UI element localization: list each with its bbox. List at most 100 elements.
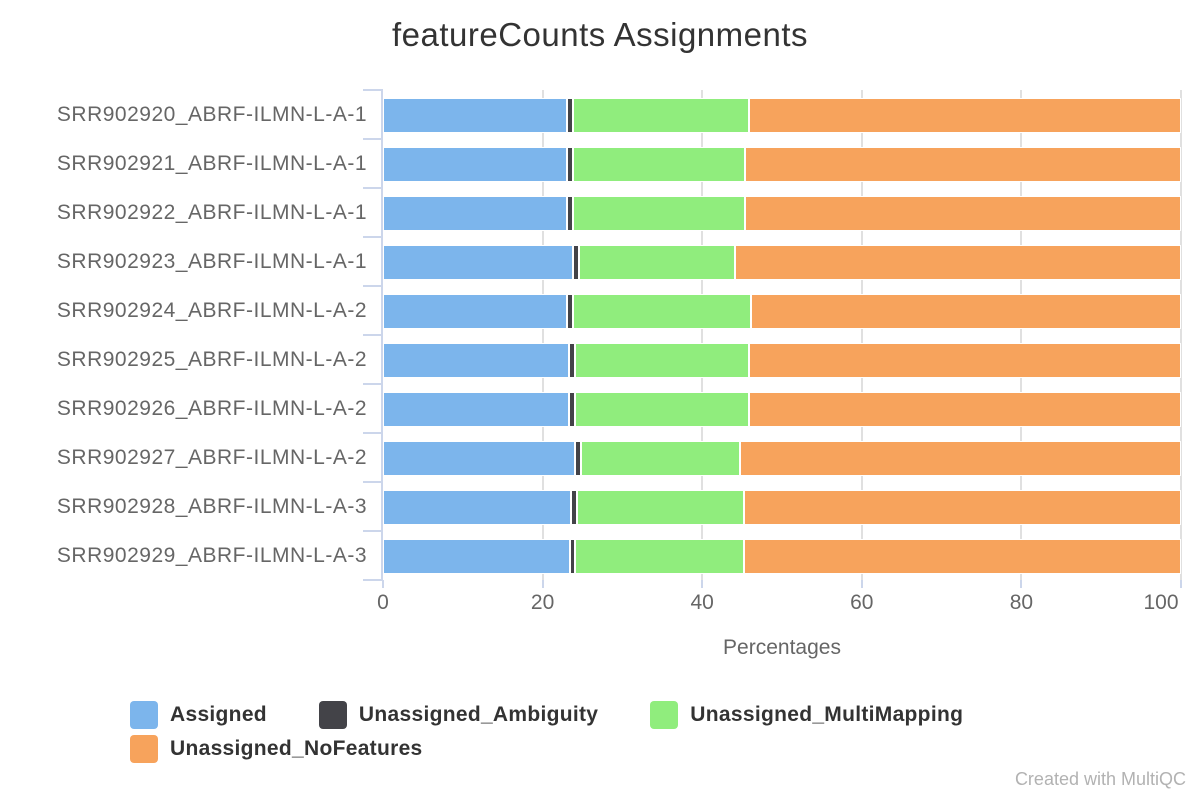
bar-segment-assigned[interactable] xyxy=(383,147,568,182)
category-label: SRR902928_ABRF-ILMN-L-A-3 xyxy=(56,494,367,518)
bar-segment-unassigned_multimapping[interactable] xyxy=(576,490,745,525)
bar-segment-unassigned_multimapping[interactable] xyxy=(572,196,746,231)
bar-row xyxy=(383,196,1181,231)
x-tick-label: 80 xyxy=(1009,591,1034,614)
gridline xyxy=(1180,90,1182,580)
bar-row xyxy=(383,294,1181,329)
legend-label: Assigned xyxy=(170,703,267,726)
bar-segment-unassigned_ambiguity[interactable] xyxy=(567,294,573,329)
legend-label: Unassigned_NoFeatures xyxy=(170,737,423,760)
bar-segment-assigned[interactable] xyxy=(383,392,569,427)
legend-item-assigned[interactable]: Assigned xyxy=(130,701,267,729)
bar-segment-assigned[interactable] xyxy=(383,196,568,231)
y-tick xyxy=(363,432,383,434)
category-label: SRR902921_ABRF-ILMN-L-A-1 xyxy=(56,151,367,175)
bar-segment-unassigned_ambiguity[interactable] xyxy=(569,539,575,574)
bar-row xyxy=(383,441,1181,476)
bar-row xyxy=(383,147,1181,182)
x-tick-label: 40 xyxy=(690,591,714,614)
category-label: SRR902929_ABRF-ILMN-L-A-3 xyxy=(56,543,367,567)
bar-segment-assigned[interactable] xyxy=(383,343,569,378)
bar-segment-unassigned_nofeatures[interactable] xyxy=(745,147,1181,182)
legend-item-unassigned_nofeatures[interactable]: Unassigned_NoFeatures xyxy=(130,735,423,763)
y-tick xyxy=(363,89,383,91)
legend-label: Unassigned_MultiMapping xyxy=(690,703,964,726)
bar-segment-assigned[interactable] xyxy=(383,539,570,574)
plot-area xyxy=(363,89,1182,581)
y-tick xyxy=(363,236,383,238)
bar-segment-unassigned_ambiguity[interactable] xyxy=(568,343,575,378)
category-label: SRR902920_ABRF-ILMN-L-A-1 xyxy=(56,102,367,126)
bar-segment-unassigned_multimapping[interactable] xyxy=(572,147,746,182)
bar-segment-unassigned_nofeatures[interactable] xyxy=(750,294,1181,329)
legend-swatch-icon xyxy=(318,701,347,729)
legend-item-unassigned_multimapping[interactable]: Unassigned_MultiMapping xyxy=(650,701,963,729)
bar-segment-unassigned_multimapping[interactable] xyxy=(572,294,751,329)
x-tick-label: 20 xyxy=(530,591,555,614)
bar-segment-unassigned_nofeatures[interactable] xyxy=(744,539,1181,574)
bar-segment-unassigned_multimapping[interactable] xyxy=(580,441,740,476)
gridline xyxy=(1020,90,1023,580)
bar-segment-unassigned_ambiguity[interactable] xyxy=(567,98,573,133)
bar-segment-unassigned_multimapping[interactable] xyxy=(574,343,750,378)
y-tick xyxy=(363,383,383,385)
category-label: SRR902924_ABRF-ILMN-L-A-2 xyxy=(56,298,367,322)
legend-item-unassigned_ambiguity[interactable]: Unassigned_Ambiguity xyxy=(318,701,599,729)
x-axis-title: Percentages xyxy=(723,636,841,659)
bar-row xyxy=(383,539,1181,574)
category-label: SRR902926_ABRF-ILMN-L-A-2 xyxy=(56,396,367,420)
bar-segment-unassigned_ambiguity[interactable] xyxy=(567,147,573,182)
bar-segment-assigned[interactable] xyxy=(383,490,571,525)
y-tick xyxy=(363,187,383,189)
category-label: SRR902923_ABRF-ILMN-L-A-1 xyxy=(56,249,367,273)
y-tick xyxy=(363,334,383,336)
x-tick xyxy=(860,580,863,588)
legend: Assigned Unassigned_Ambiguity Unassigned_M… xyxy=(130,701,1080,763)
legend-swatch-icon xyxy=(130,735,158,763)
x-tick-label: 0 xyxy=(377,591,389,614)
bar-segment-assigned[interactable] xyxy=(383,294,568,329)
x-tick xyxy=(541,580,544,588)
y-tick xyxy=(363,138,383,140)
bar-segment-unassigned_nofeatures[interactable] xyxy=(734,245,1181,280)
bar-segment-unassigned_nofeatures[interactable] xyxy=(749,343,1181,378)
bar-row xyxy=(383,490,1181,525)
bar-segment-unassigned_nofeatures[interactable] xyxy=(739,441,1181,476)
bar-segment-unassigned_nofeatures[interactable] xyxy=(745,196,1181,231)
x-tick xyxy=(1180,580,1182,588)
bar-segment-unassigned_ambiguity[interactable] xyxy=(570,490,577,525)
bar-segment-assigned[interactable] xyxy=(383,245,573,280)
y-tick xyxy=(363,285,383,287)
bar-segment-unassigned_ambiguity[interactable] xyxy=(572,245,580,280)
bar-segment-unassigned_nofeatures[interactable] xyxy=(749,98,1181,133)
bar-segment-unassigned_nofeatures[interactable] xyxy=(744,490,1181,525)
legend-label: Unassigned_Ambiguity xyxy=(358,703,599,726)
category-label: SRR902927_ABRF-ILMN-L-A-2 xyxy=(56,445,367,469)
x-tick-label: 100 xyxy=(1143,591,1179,614)
x-tick-label: 60 xyxy=(850,591,874,614)
gridline xyxy=(701,90,704,580)
y-tick xyxy=(363,579,383,581)
x-tick xyxy=(701,580,704,588)
legend-swatch-icon xyxy=(130,701,158,729)
bar-segment-unassigned_multimapping[interactable] xyxy=(579,245,735,280)
bar-segment-unassigned_nofeatures[interactable] xyxy=(749,392,1181,427)
y-tick xyxy=(363,481,383,483)
bar-segment-unassigned_ambiguity[interactable] xyxy=(575,441,581,476)
bar-segment-unassigned_multimapping[interactable] xyxy=(572,98,750,133)
category-label: SRR902922_ABRF-ILMN-L-A-1 xyxy=(56,200,367,224)
bar-row xyxy=(383,245,1181,280)
bar-row xyxy=(383,98,1181,133)
multiqc-credit: Created with MultiQC xyxy=(1014,769,1186,789)
bar-segment-unassigned_multimapping[interactable] xyxy=(574,539,745,574)
gridline xyxy=(860,90,863,580)
chart-title: featureCounts Assignments xyxy=(391,16,809,53)
bar-segment-unassigned_ambiguity[interactable] xyxy=(568,392,575,427)
bar-segment-unassigned_multimapping[interactable] xyxy=(574,392,750,427)
bar-segment-assigned[interactable] xyxy=(383,441,576,476)
gridline xyxy=(541,90,544,580)
category-label: SRR902925_ABRF-ILMN-L-A-2 xyxy=(56,347,367,371)
bar-row xyxy=(383,343,1181,378)
bar-segment-unassigned_ambiguity[interactable] xyxy=(567,196,573,231)
bar-segment-assigned[interactable] xyxy=(383,98,568,133)
